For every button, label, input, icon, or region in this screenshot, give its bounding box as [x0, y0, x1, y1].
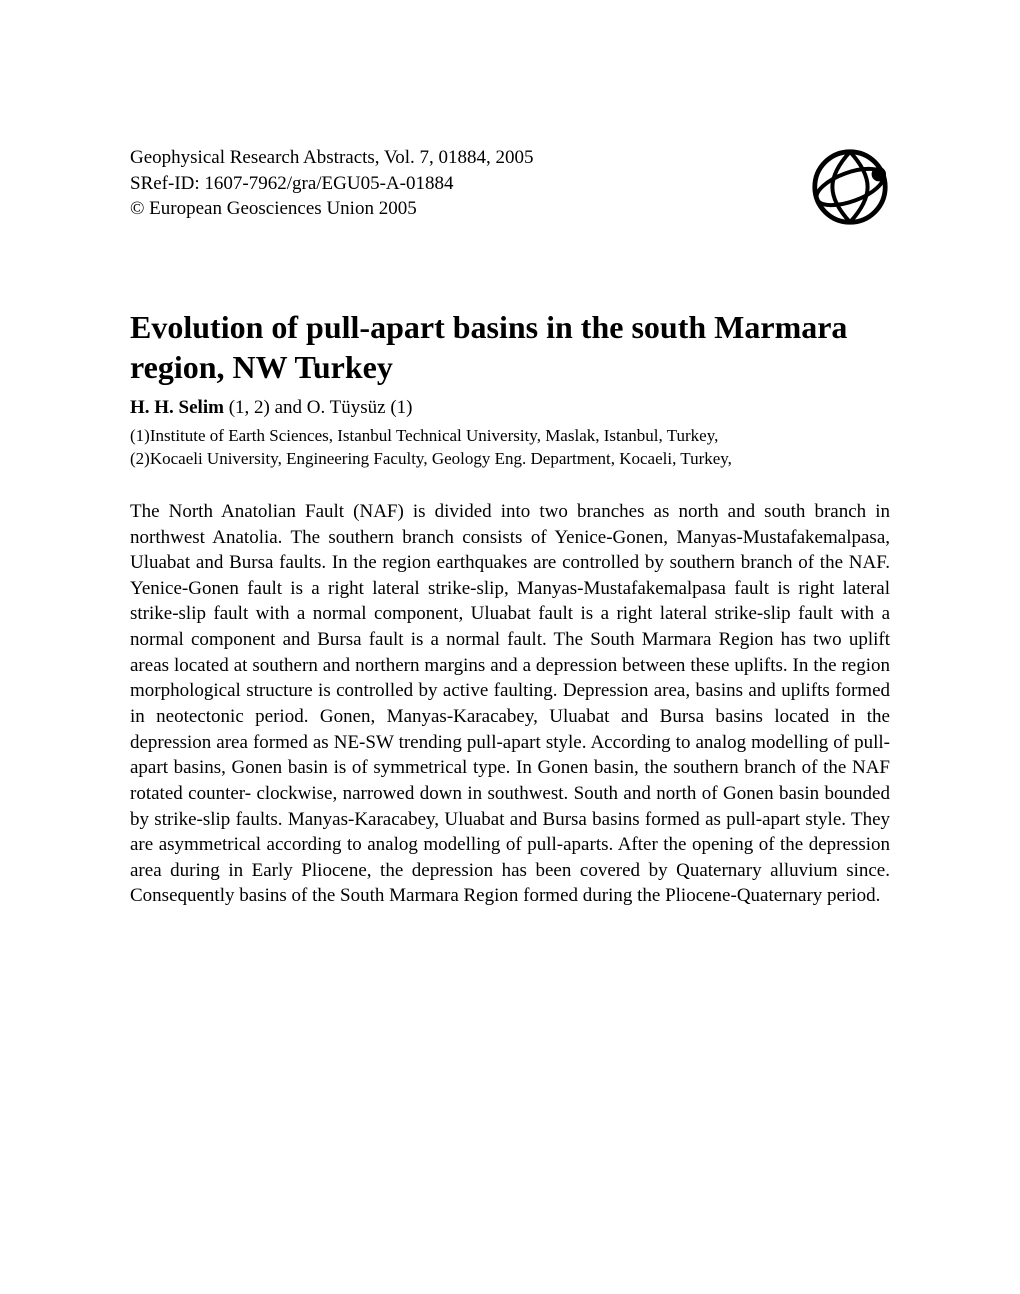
affiliation-2: (2)Kocaeli University, Engineering Facul…: [130, 448, 890, 471]
page-container: Geophysical Research Abstracts, Vol. 7, …: [0, 0, 1020, 1009]
paper-title: Evolution of pull-apart basins in the so…: [130, 307, 890, 387]
affiliation-1: (1)Institute of Earth Sciences, Istanbul…: [130, 425, 890, 448]
abstract-body: The North Anatolian Fault (NAF) is divid…: [130, 499, 890, 909]
egu-logo-icon: [810, 147, 890, 227]
copyright-line: © European Geosciences Union 2005: [130, 196, 770, 222]
author-rest: (1, 2) and O. Tüysüz (1): [224, 397, 413, 418]
affiliations-block: (1)Institute of Earth Sciences, Istanbul…: [130, 425, 890, 471]
journal-line: Geophysical Research Abstracts, Vol. 7, …: [130, 145, 770, 171]
header-meta: Geophysical Research Abstracts, Vol. 7, …: [130, 145, 770, 222]
authors-line: H. H. Selim (1, 2) and O. Tüysüz (1): [130, 397, 890, 419]
sref-id-line: SRef-ID: 1607-7962/gra/EGU05-A-01884: [130, 171, 770, 197]
header-row: Geophysical Research Abstracts, Vol. 7, …: [130, 145, 890, 227]
author-primary: H. H. Selim: [130, 397, 224, 418]
